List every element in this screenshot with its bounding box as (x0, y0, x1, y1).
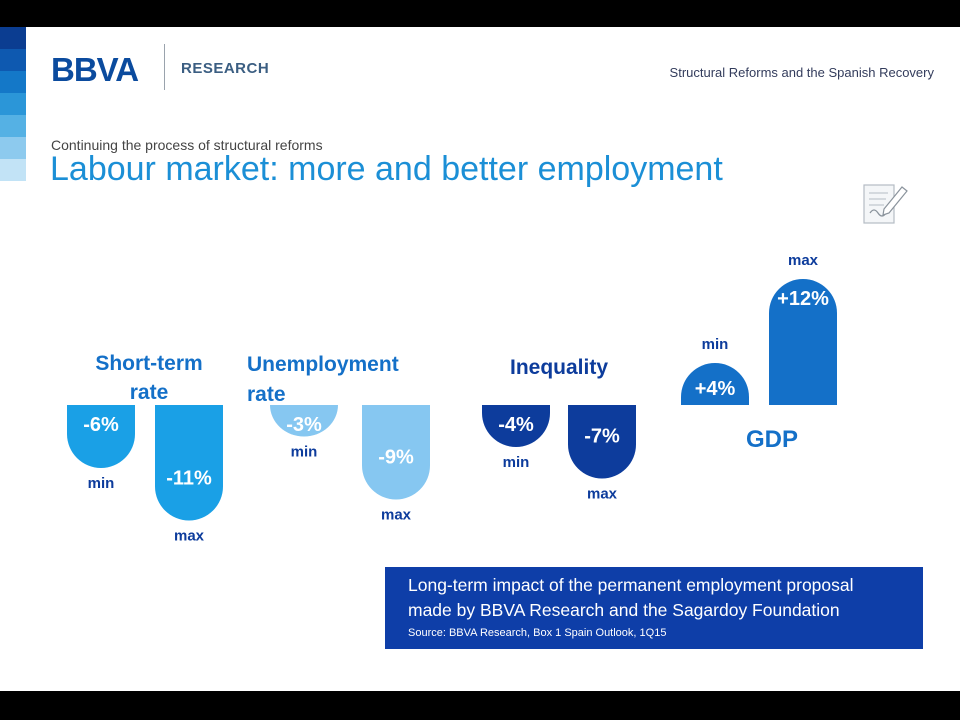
logo-divider (164, 44, 165, 90)
group-title: Short-term (95, 352, 202, 375)
min-value-label: -4% (498, 414, 534, 436)
max-bar (769, 279, 837, 405)
bbva-logo: BBVA (51, 51, 139, 88)
group-title: rate (247, 383, 286, 406)
min-caption: min (291, 444, 318, 461)
min-bar (67, 405, 135, 468)
info-line-2: made by BBVA Research and the Sagardoy F… (408, 600, 840, 620)
impact-chart: Short-term rate -6% min -11% max Unemployment r… (67, 252, 837, 545)
color-stripe (0, 137, 26, 159)
info-source: Source: BBVA Research, Box 1 Spain Outlo… (408, 627, 667, 639)
min-caption: min (503, 454, 530, 471)
slide: BBVA RESEARCH Structural Reforms and the… (0, 27, 960, 691)
max-value-label: -9% (378, 447, 414, 469)
max-caption: max (174, 528, 205, 545)
min-caption: min (702, 336, 729, 353)
min-bar (681, 363, 749, 405)
slide-title: Labour market: more and better employmen… (50, 150, 723, 188)
max-caption: max (788, 252, 819, 269)
color-stripe (0, 27, 26, 49)
color-stripe (0, 159, 26, 181)
document-edit-icon (863, 184, 908, 224)
max-value-label: +12% (777, 288, 829, 310)
max-value-label: -11% (166, 468, 212, 490)
max-bar (155, 405, 223, 521)
slide-subtitle: Continuing the process of structural ref… (51, 137, 323, 153)
min-bar (482, 405, 550, 447)
info-box: Long-term impact of the permanent employ… (385, 567, 923, 649)
max-value-label: -7% (584, 426, 620, 448)
info-line-1: Long-term impact of the permanent employ… (408, 575, 854, 595)
min-caption: min (88, 475, 115, 492)
group-title: Unemployment (247, 353, 399, 376)
min-value-label: +4% (695, 378, 736, 400)
max-bar (362, 405, 430, 500)
color-stripe (0, 115, 26, 137)
min-value-label: -6% (83, 414, 119, 436)
deck-title: Structural Reforms and the Spanish Recov… (669, 65, 934, 80)
min-bar (270, 405, 338, 437)
min-value-label: -3% (286, 414, 322, 436)
group-title: GDP (746, 426, 798, 453)
group-title: rate (130, 381, 169, 404)
color-stripe (0, 93, 26, 115)
max-bar (568, 405, 636, 479)
group-title: Inequality (510, 356, 608, 379)
color-stripe (0, 49, 26, 71)
max-caption: max (587, 486, 618, 503)
color-stripe (0, 71, 26, 93)
research-logo-text: RESEARCH (181, 60, 270, 77)
max-caption: max (381, 507, 412, 524)
